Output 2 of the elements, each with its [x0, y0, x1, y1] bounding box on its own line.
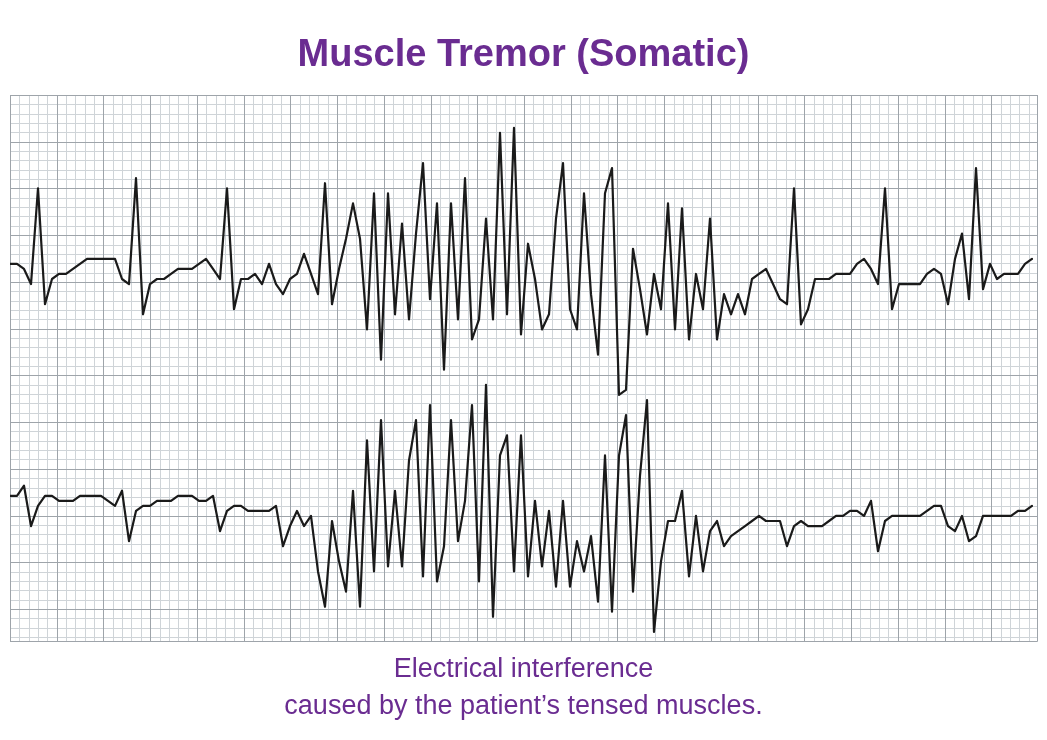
text: Electrical interference caused by the patient’s tensed muscles. [283, 652, 764, 722]
chart-title: Muscle Tremor (Somatic) [296, 31, 751, 76]
